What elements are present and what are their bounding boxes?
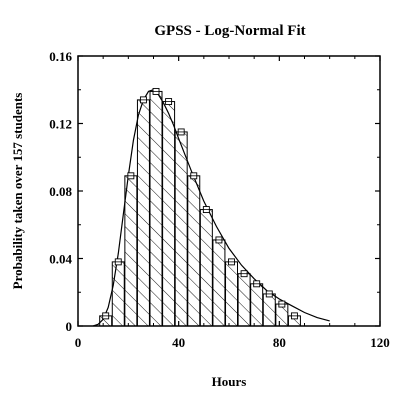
bin-marker [139,96,147,104]
x-tick-label: 0 [75,335,82,350]
bin-marker [215,236,223,244]
bin-marker [265,290,273,298]
bin-marker [290,312,298,320]
bin-marker [202,206,210,214]
histogram-bar [136,99,150,327]
histogram-bar [174,131,188,327]
bin-marker [228,258,235,266]
y-axis-ticks: 0 0.04 0.08 0.12 0.16 [49,49,380,334]
y-tick-label: 0.16 [49,49,72,64]
bin-marker [177,128,185,136]
y-tick-label: 0.08 [49,184,72,199]
bin-marker [127,172,135,180]
histogram-bar [124,175,138,327]
x-axis-ticks: 0 40 80 120 [75,56,390,350]
histogram-bar [162,101,176,327]
x-tick-label: 120 [370,335,390,350]
y-tick-label: 0.12 [49,117,72,132]
histogram-bar [199,209,213,327]
histogram-bar [187,175,201,327]
x-tick-label: 80 [273,335,286,350]
bin-marker [152,87,160,95]
x-tick-label: 40 [172,335,185,350]
bin-marker [190,172,198,180]
histogram-bar [111,261,125,327]
bin-marker [240,270,248,278]
histogram-bar [250,283,264,327]
bin-marker [278,300,286,308]
histogram-bar [262,293,276,327]
histogram-bar [225,261,239,327]
chart-title: GPSS - Log-Normal Fit [154,23,305,39]
bin-markers [102,87,298,320]
bin-marker [102,312,110,320]
y-tick-label: 0 [66,319,73,334]
x-axis-label: Hours [212,374,247,389]
histogram-bar [237,273,251,327]
bin-marker [165,98,173,106]
y-axis-label: Probability taken over 157 students [10,93,25,290]
histogram-bar [212,239,226,327]
y-tick-label: 0.04 [49,252,72,267]
bin-marker [253,280,261,288]
bin-marker [114,258,122,266]
histogram-bar [149,90,163,327]
